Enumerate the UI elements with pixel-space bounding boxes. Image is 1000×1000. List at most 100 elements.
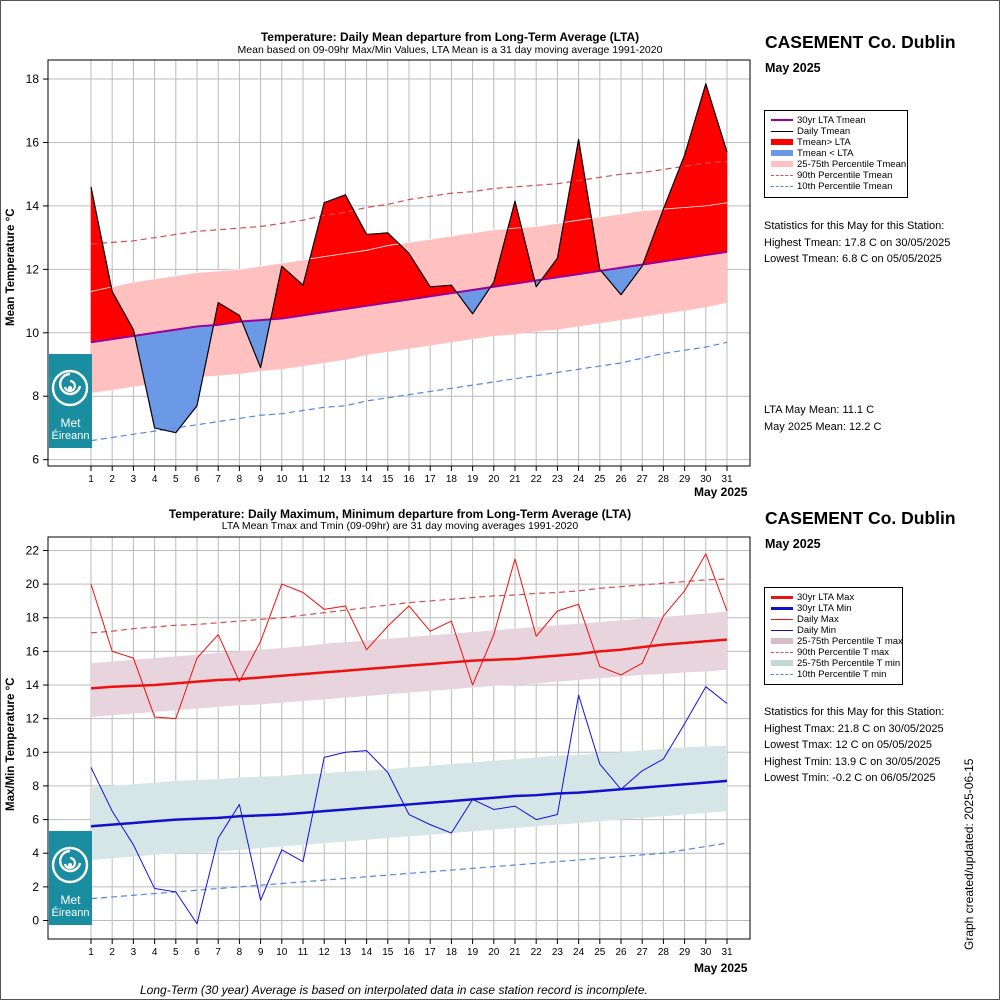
legend-swatch (771, 596, 793, 599)
x-tick-label: 22 (531, 947, 543, 958)
top-stats: Statistics for this May for this Station… (764, 218, 950, 268)
x-tick-label: 10 (276, 947, 288, 958)
legend-entry: 90th Percentile Tmean (765, 170, 907, 181)
x-tick-label: 7 (215, 474, 221, 485)
y-tick-label: 4 (32, 846, 39, 860)
percentile-band-tmax (91, 611, 727, 717)
x-tick-label: 28 (658, 947, 670, 958)
x-tick-label: 19 (467, 474, 479, 485)
met-eireann-swirl-icon (51, 369, 89, 407)
x-tick-label: 1 (88, 947, 94, 958)
legend-label: Tmean < LTA (797, 148, 854, 159)
legend-swatch (771, 131, 793, 132)
legend-entry: Daily Min (765, 625, 902, 636)
bottom-legend: 30yr LTA Max 30yr LTA Min Daily Max Daily M… (764, 587, 903, 685)
x-tick-label: 8 (237, 474, 243, 485)
y-tick-label: 2 (32, 880, 39, 894)
legend-entry: 30yr LTA Min (765, 603, 902, 614)
top-legend: 30yr LTA Tmean Daily Tmean Tmean> LTA Tmean… (764, 110, 908, 198)
x-tick-label: 18 (446, 474, 458, 485)
x-tick-label: 5 (173, 474, 179, 485)
x-tick-label: 25 (594, 474, 606, 485)
x-tick-label: 24 (573, 947, 585, 958)
y-tick-label: 14 (26, 199, 40, 213)
x-tick-label: 31 (721, 947, 733, 958)
x-tick-label: 13 (340, 947, 352, 958)
y-tick-label: 6 (32, 813, 39, 827)
departure-below-fill (154, 329, 177, 434)
y-tick-label: 22 (26, 543, 40, 557)
x-tick-label: 11 (298, 474, 309, 485)
x-tick-label: 4 (152, 947, 158, 958)
x-tick-label: 24 (573, 474, 585, 485)
legend-label: 30yr LTA Max (797, 592, 855, 603)
bottom-stats: Statistics for this May for this Station… (764, 704, 944, 787)
legend-label: Tmean> LTA (797, 137, 851, 148)
logo-line2: Éireann (51, 907, 90, 919)
met-eireann-swirl-icon (51, 846, 89, 884)
y-tick-label: 0 (32, 913, 39, 927)
top-stat-lowest: Lowest Tmean: 6.8 C on 05/05/2025 (764, 253, 942, 265)
x-tick-label: 27 (637, 947, 649, 958)
legend-label: Daily Max (797, 614, 839, 625)
x-tick-label: 9 (258, 947, 264, 958)
x-tick-label: 29 (679, 474, 691, 485)
percentile-band-tmin (91, 745, 727, 860)
stat-highest-tmax: Highest Tmax: 21.8 C on 30/05/2025 (764, 722, 944, 735)
x-tick-label: 28 (658, 474, 670, 485)
x-tick-label: 20 (488, 947, 500, 958)
x-tick-label: 3 (131, 947, 137, 958)
legend-label: 90th Percentile Tmean (797, 170, 893, 181)
x-tick-label: 8 (237, 947, 243, 958)
x-tick-label: 31 (721, 474, 733, 485)
top-station-name: CASEMENT Co. Dublin (765, 32, 956, 52)
top-stats-heading: Statistics for this May for this Station… (764, 220, 945, 232)
legend-entry: Tmean < LTA (765, 148, 907, 159)
series-daily-min (90, 686, 728, 925)
stat-highest-tmin: Highest Tmin: 13.9 C on 30/05/2025 (764, 755, 941, 768)
x-tick-label: 15 (382, 947, 394, 958)
legend-label: 10th Percentile T min (797, 669, 887, 680)
series-10th-percentile (90, 341, 728, 442)
y-tick-label: 18 (26, 72, 40, 86)
series-90th-percentile (90, 160, 728, 245)
x-tick-label: 17 (425, 947, 437, 958)
x-tick-label: 20 (488, 474, 500, 485)
legend-swatch (771, 150, 793, 156)
legend-entry: 25-75th Percentile Tmean (765, 159, 907, 170)
legend-swatch (771, 630, 793, 631)
legend-label: 25-75th Percentile T min (797, 658, 901, 669)
x-tick-label: 25 (594, 947, 606, 958)
bottom-month-label: May 2025 (765, 537, 821, 551)
legend-swatch (771, 175, 793, 176)
series-daily-tmean (90, 83, 728, 434)
x-tick-label: 9 (258, 474, 264, 485)
top-chart-title: Temperature: Daily Mean departure from L… (260, 30, 640, 44)
logo-top: Met Éireann (49, 354, 92, 448)
x-tick-label: 2 (109, 947, 115, 958)
y-tick-label: 6 (32, 453, 39, 467)
series-90th-percentile-tmax (90, 578, 728, 634)
legend-label: Daily Tmean (797, 126, 851, 137)
legend-entry: 25-75th Percentile T min (765, 658, 902, 669)
y-tick-label: 18 (26, 611, 40, 625)
logo-bottom: Met Éireann (49, 831, 92, 925)
plot-background (48, 537, 750, 939)
legend-entry: 30yr LTA Max (765, 592, 902, 603)
x-tick-label: 29 (679, 947, 691, 958)
legend-entry: 10th Percentile Tmean (765, 181, 907, 192)
legend-swatch (771, 638, 793, 644)
x-tick-label: 23 (552, 947, 564, 958)
bottom-station-name: CASEMENT Co. Dublin (765, 508, 956, 528)
bottom-chart-subtitle: LTA Mean Tmax and Tmin (09-09hr) are 31 … (221, 520, 579, 532)
top-chart-subtitle: Mean based on 09-09hr Max/Min Values, LT… (237, 44, 663, 56)
legend-label: 25-75th Percentile T max (797, 636, 903, 647)
legend-swatch (771, 161, 793, 167)
legend-swatch (771, 619, 793, 620)
x-tick-label: 16 (403, 947, 415, 958)
logo-line1: Met (60, 416, 81, 430)
x-tick-label: 7 (215, 947, 221, 958)
x-tick-label: 5 (173, 947, 179, 958)
plot-border (47, 536, 751, 940)
